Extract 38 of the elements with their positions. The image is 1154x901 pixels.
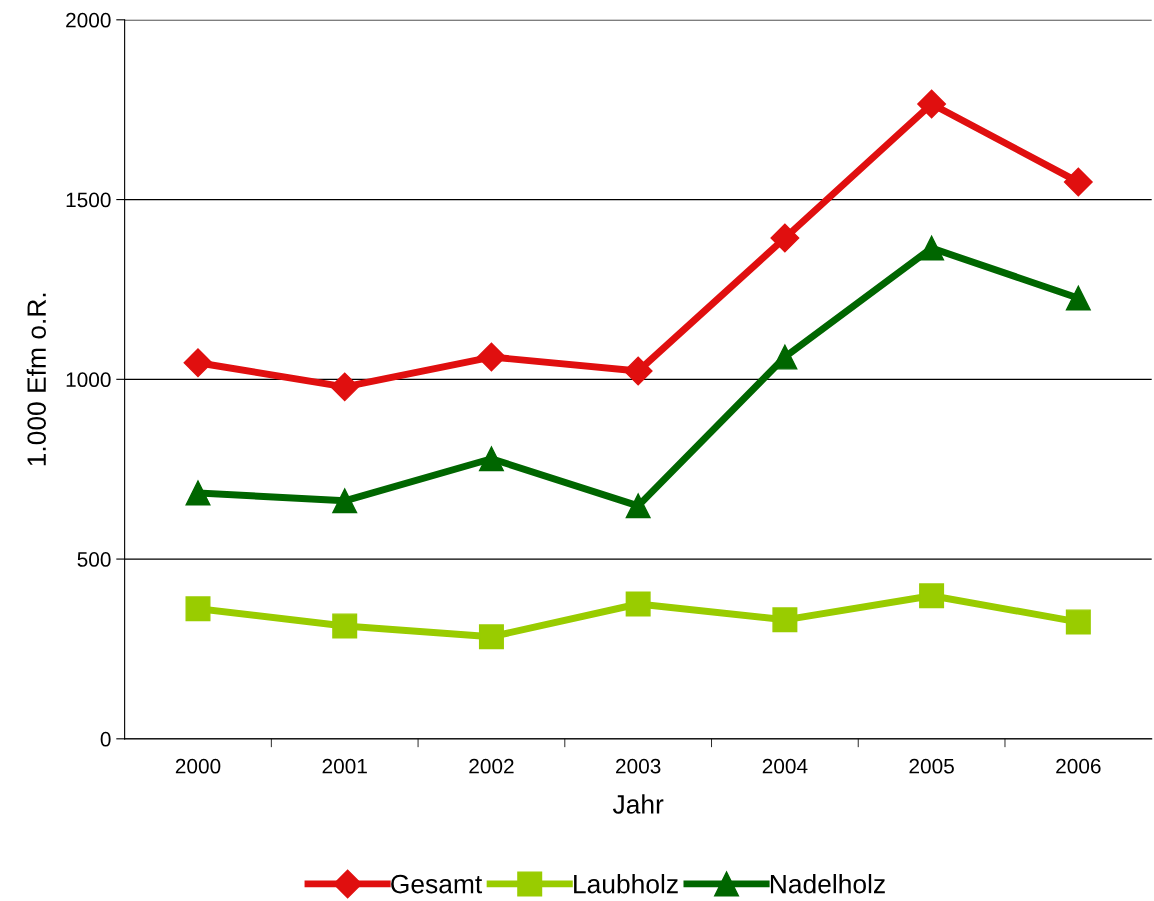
legend-label: Nadelholz <box>770 874 885 894</box>
point <box>478 446 504 472</box>
point <box>332 613 358 639</box>
point <box>330 372 360 402</box>
point <box>623 356 653 386</box>
point <box>919 235 945 261</box>
point <box>1065 285 1091 311</box>
y-tick-label: 1500 <box>66 192 111 208</box>
point <box>772 344 798 370</box>
x-tick-label: 2002 <box>469 758 514 774</box>
x-tick-label: 2005 <box>909 758 954 774</box>
legend-label: Laubholz <box>574 874 678 894</box>
y-tick-label: 2000 <box>66 12 111 28</box>
y-tick-label: 0 <box>100 731 111 747</box>
point <box>1063 167 1093 197</box>
legend-label: Gesamt <box>391 874 483 894</box>
point <box>625 591 651 617</box>
point <box>185 596 211 622</box>
x-tick-label: 2000 <box>175 758 221 774</box>
point <box>1065 609 1091 635</box>
point <box>478 624 504 650</box>
y-tick-label: 1000 <box>66 372 111 388</box>
point <box>772 607 798 633</box>
y-tick-label: 500 <box>77 552 111 567</box>
point <box>183 348 213 378</box>
x-axis-title: Jahr <box>612 794 664 814</box>
x-tick-label: 2006 <box>1056 758 1101 774</box>
x-tick-label: 2003 <box>616 758 661 774</box>
point <box>625 493 651 519</box>
point <box>185 480 211 506</box>
point <box>332 488 358 514</box>
point <box>919 583 945 609</box>
x-tick-label: 2004 <box>762 758 808 774</box>
point <box>917 89 947 119</box>
y-axis-title: 1.000 Efm o.R. <box>26 293 46 466</box>
x-tick-label: 2001 <box>322 758 367 774</box>
point <box>770 223 800 253</box>
point <box>476 342 506 372</box>
